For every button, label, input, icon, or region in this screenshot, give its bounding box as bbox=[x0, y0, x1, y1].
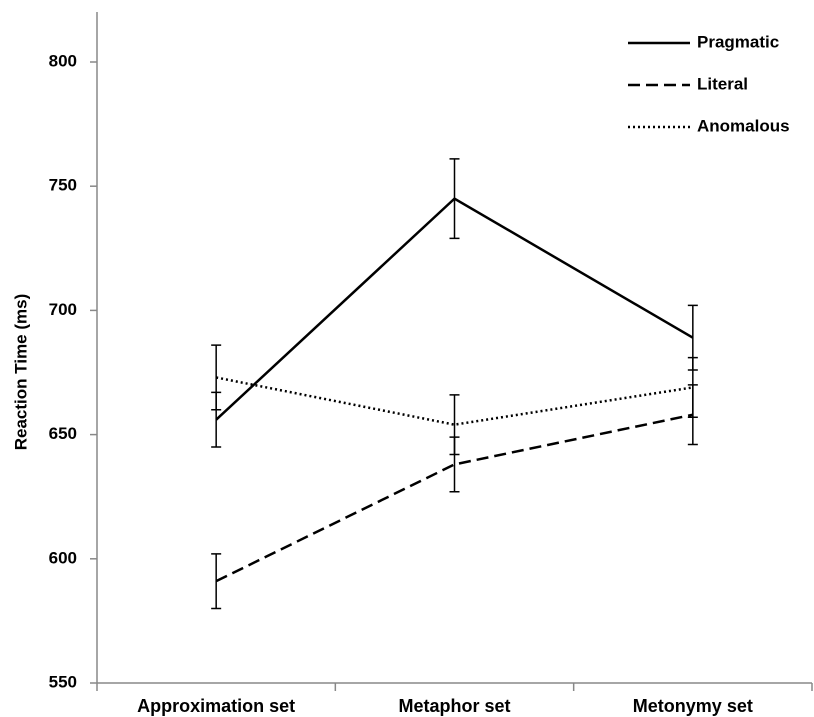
series-line bbox=[215, 376, 694, 426]
error-bar bbox=[449, 394, 460, 456]
y-axis-label: Reaction Time (ms) bbox=[11, 294, 30, 451]
y-tick-label: 750 bbox=[49, 176, 77, 195]
legend-label: Anomalous bbox=[697, 116, 790, 135]
y-tick-label: 600 bbox=[49, 548, 77, 567]
error-bar bbox=[687, 356, 698, 418]
error-bar bbox=[449, 158, 460, 240]
y-tick-label: 650 bbox=[49, 424, 77, 443]
error-bar bbox=[211, 344, 222, 411]
x-tick-label: Metaphor set bbox=[398, 696, 510, 716]
legend-label: Pragmatic bbox=[697, 32, 779, 51]
y-tick-label: 550 bbox=[49, 672, 77, 691]
x-tick-label: Approximation set bbox=[137, 696, 295, 716]
legend-label: Literal bbox=[697, 74, 748, 93]
y-tick-label: 800 bbox=[49, 51, 77, 70]
error-bar bbox=[211, 553, 222, 610]
x-tick-label: Metonymy set bbox=[633, 696, 753, 716]
y-tick-label: 700 bbox=[49, 300, 77, 319]
